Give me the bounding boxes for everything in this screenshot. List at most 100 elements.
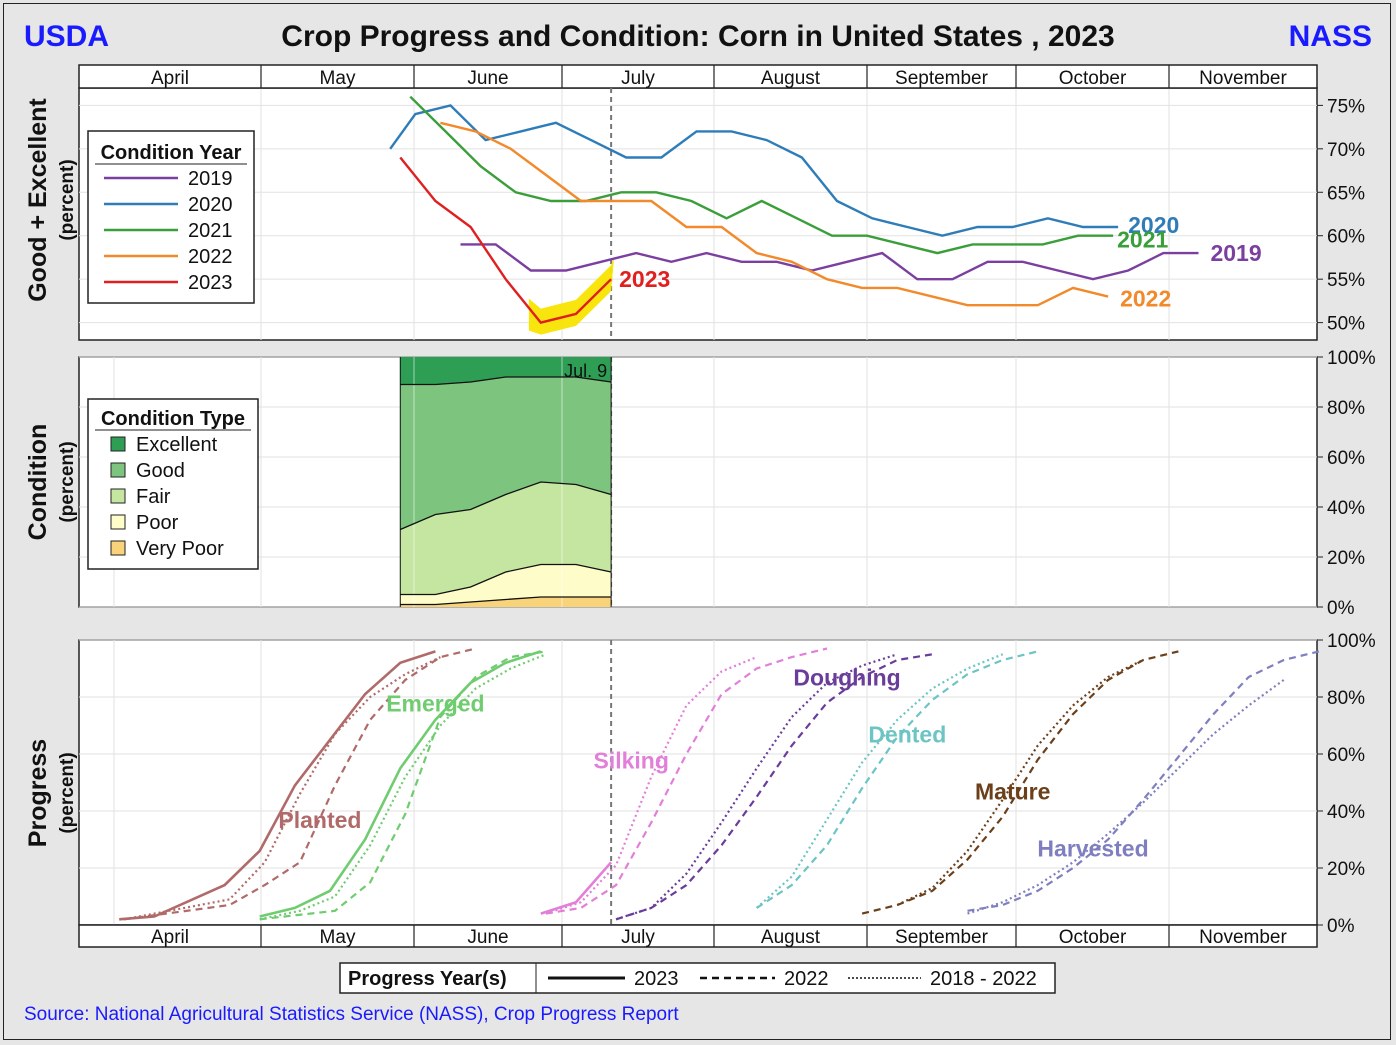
y-tick-label: 100%	[1327, 631, 1376, 652]
y-tick-label: 60%	[1327, 448, 1365, 469]
month-label: August	[761, 68, 821, 89]
y-tick-label: 20%	[1327, 548, 1365, 569]
legend-label-excellent: Excellent	[136, 434, 218, 456]
y-tick-label: 40%	[1327, 498, 1365, 519]
top-yunit: (percent)	[57, 159, 78, 240]
middle-panel-bg	[78, 356, 1318, 608]
area-boundary-poor	[400, 563, 612, 596]
y-tick-label: 40%	[1327, 802, 1365, 823]
series-line-2020	[389, 104, 1119, 237]
area-fair	[400, 482, 612, 595]
legend-label-2021: 2021	[188, 220, 233, 242]
legend-label-poor: Poor	[136, 512, 179, 534]
y-tick-label: 0%	[1327, 916, 1355, 937]
progress-line-harvested-2018-2022	[967, 679, 1285, 915]
progress-line-planted-2018-2022	[123, 656, 441, 921]
y-tick-label: 55%	[1327, 270, 1365, 291]
legend-label-dotted: 2018 - 2022	[930, 968, 1037, 990]
legend-condition-type: Condition Type Excellent Good Fair Poor Very …	[87, 398, 259, 570]
progress-line-silking-2018-2022	[545, 656, 758, 915]
series-end-label-2023: 2023	[619, 266, 670, 292]
legend-label-2019: 2019	[188, 168, 233, 190]
legend-swatch-excellent	[110, 436, 126, 452]
progress-line-silking-2023	[540, 861, 613, 915]
y-tick-label: 20%	[1327, 859, 1365, 880]
month-strip-bg	[78, 64, 1318, 89]
month-label: April	[151, 68, 189, 89]
y-tick-label: 75%	[1327, 96, 1365, 117]
bottom-yunit: (percent)	[57, 752, 78, 833]
month-label: November	[1199, 927, 1287, 948]
month-label: May	[320, 68, 356, 89]
progress-line-emerged-2022	[259, 650, 547, 921]
bottom-ylabel: Progress	[24, 739, 52, 847]
month-strip-bottom: April May June July August September October No…	[78, 924, 1318, 948]
y-tick-label: 0%	[1327, 598, 1355, 619]
area-poor	[400, 564, 612, 605]
stage-label-dented: Dented	[868, 722, 946, 748]
stage-label-planted: Planted	[278, 807, 361, 833]
y-tick-label: 100%	[1327, 348, 1376, 369]
y-tick-label: 65%	[1327, 183, 1365, 204]
legend-label-fair: Fair	[136, 486, 171, 508]
area-good	[400, 377, 612, 530]
month-label: June	[467, 927, 508, 948]
current-week-label: Jul. 9	[564, 361, 607, 381]
month-strip-bg	[78, 924, 1318, 948]
bottom-panel-bg	[78, 639, 1318, 926]
area-boundary-very-poor	[400, 596, 612, 606]
stage-label-emerged: Emerged	[386, 690, 484, 716]
y-tick-label: 60%	[1327, 745, 1365, 766]
stage-label-doughing: Doughing	[793, 665, 900, 691]
month-label: July	[621, 68, 655, 89]
y-tick-label: 50%	[1327, 314, 1365, 335]
source-note: Source: National Agricultural Statistics…	[24, 1004, 679, 1025]
legend-label-2020: 2020	[188, 194, 233, 216]
legend-box	[87, 130, 255, 304]
month-label: August	[761, 927, 821, 948]
y-tick-label: 80%	[1327, 688, 1365, 709]
progress-line-mature-2022	[861, 650, 1179, 915]
month-label: October	[1059, 927, 1127, 948]
legend-title: Progress Year(s)	[348, 968, 507, 990]
series-line-2022	[440, 121, 1109, 307]
month-label: October	[1059, 68, 1127, 89]
month-label: September	[895, 68, 989, 89]
progress-line-harvested-2022	[967, 650, 1320, 912]
stage-label-silking: Silking	[593, 747, 668, 773]
legend-label-very-poor: Very Poor	[136, 538, 224, 560]
progress-line-silking-2022	[545, 647, 828, 915]
legend-label-dashed: 2022	[784, 968, 829, 990]
legend-title: Condition Type	[101, 408, 245, 430]
month-strip-top: April May June July August September October No…	[78, 64, 1318, 89]
legend-label-good: Good	[136, 460, 185, 482]
month-label: June	[467, 68, 508, 89]
y-tick-label: 70%	[1327, 140, 1365, 161]
y-tick-label: 80%	[1327, 398, 1365, 419]
stage-label-mature: Mature	[975, 779, 1050, 805]
progress-line-doughing-2018-2022	[615, 653, 898, 921]
legend-title: Condition Year	[101, 142, 242, 164]
top-panel-bg	[78, 87, 1318, 341]
legend-progress-year: Progress Year(s) 2023 2022 2018 - 2022	[339, 962, 1056, 994]
top-ylabel: Good + Excellent	[24, 98, 52, 302]
bottom-grid: 0% 20% 40% 60% 80% 100%	[79, 631, 1376, 937]
month-label: November	[1199, 68, 1287, 89]
legend-label-2022: 2022	[188, 246, 233, 268]
area-very-poor	[400, 597, 612, 607]
nass-label: NASS	[1288, 20, 1372, 53]
area-boundary-fair	[400, 481, 612, 531]
month-label: July	[621, 927, 655, 948]
legend-label-solid: 2023	[634, 968, 679, 990]
progress-line-doughing-2022	[615, 653, 933, 921]
series-end-label-2019: 2019	[1210, 240, 1261, 266]
top-y-title: Good + Excellent (percent)	[24, 98, 78, 302]
series-end-label-2021: 2021	[1117, 227, 1168, 253]
legend-box	[339, 962, 1056, 994]
middle-yunit: (percent)	[57, 441, 78, 522]
stage-label-harvested: Harvested	[1037, 836, 1148, 862]
middle-y-title: Condition (percent)	[24, 424, 78, 541]
series-end-label-2020: 2020	[1128, 212, 1179, 238]
legend-swatch-fair	[110, 488, 126, 504]
month-label: May	[320, 927, 356, 948]
